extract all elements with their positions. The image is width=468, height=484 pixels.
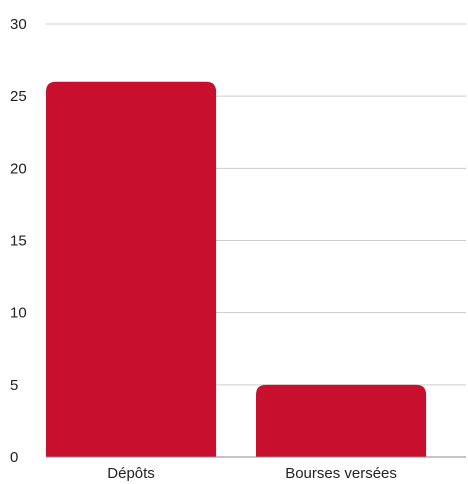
x-category-label: Bourses versées [285,465,397,482]
y-tick-label: 0 [10,449,18,466]
y-axis-ticks: 0 5 10 15 20 25 30 [10,16,27,466]
bar [46,81,217,457]
y-tick-label: 10 [10,305,27,322]
x-category-label: Dépôts [107,465,155,482]
y-tick-label: 15 [10,233,27,250]
bar [256,384,427,457]
y-tick-label: 20 [10,160,27,177]
y-tick-label: 5 [10,377,18,394]
y-tick-label: 25 [10,88,27,105]
y-tick-label: 30 [10,16,27,33]
bars [46,81,427,457]
x-axis-labels: Dépôts Bourses versées [107,465,397,482]
